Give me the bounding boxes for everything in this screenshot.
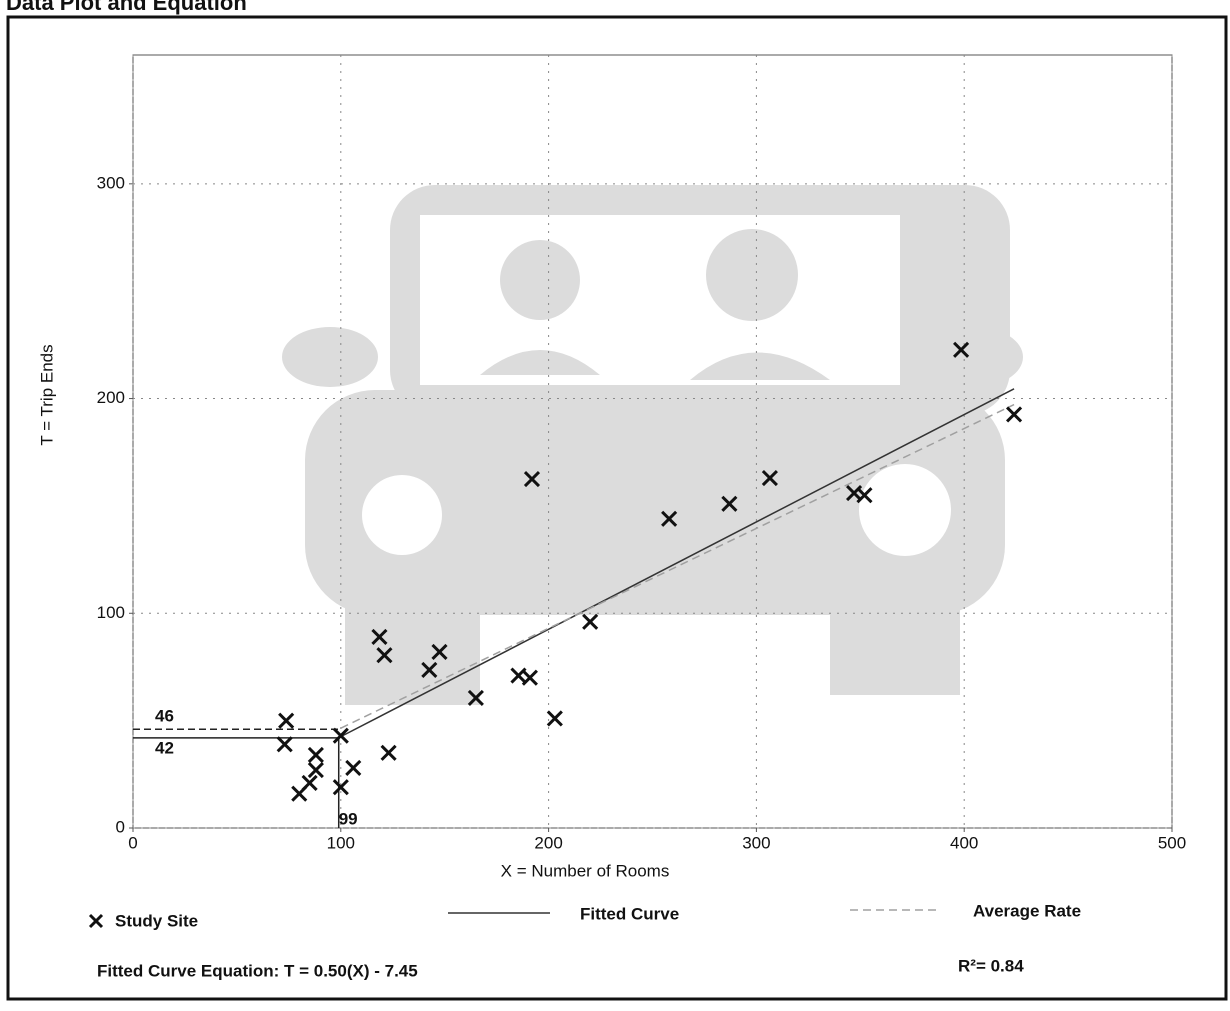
study-site-point [467, 689, 484, 706]
cross-stroke [421, 661, 438, 679]
cross-stroke [521, 669, 538, 686]
cross-stroke [582, 613, 599, 630]
fit-line [340, 403, 1015, 729]
cross-stroke [88, 913, 104, 929]
study-site-point [953, 341, 970, 358]
chart-title: Data Plot and Equation [6, 0, 247, 15]
legend-label: Fitted Curve [580, 904, 679, 923]
cross-stroke [1006, 406, 1023, 423]
cross-stroke [276, 736, 293, 753]
legend-symbol [88, 913, 104, 929]
study-site-point [332, 779, 349, 796]
cross-stroke [721, 495, 738, 512]
study-site-point [521, 669, 538, 686]
study-site-point [721, 495, 738, 512]
reference-label: 42 [155, 738, 174, 757]
reference-label: 46 [155, 707, 174, 726]
study-site-point [431, 643, 448, 660]
x-axis-label: X = Number of Rooms [501, 861, 670, 880]
x-tick-label: 300 [742, 833, 770, 852]
cross-stroke [307, 746, 324, 764]
study-site-point [345, 759, 362, 776]
y-axis-label: T = Trip Ends [37, 344, 56, 445]
legend-label: Average Rate [973, 901, 1081, 920]
y-tick-label: 0 [116, 817, 125, 836]
cross-stroke [431, 643, 448, 660]
study-site-point [276, 736, 293, 753]
study-site-point [307, 761, 324, 779]
cross-stroke [332, 727, 349, 744]
cross-stroke [376, 647, 393, 664]
study-site-point [371, 628, 388, 645]
y-tick-label: 300 [97, 173, 125, 192]
x-tick-label: 0 [128, 833, 137, 852]
cross-stroke [856, 487, 873, 504]
equation: Fitted Curve Equation: T = 0.50(X) - 7.4… [97, 961, 418, 980]
cross-stroke [307, 761, 324, 779]
fit-line [340, 388, 1015, 738]
x-tick-label: 200 [534, 833, 562, 852]
x-tick-label: 100 [327, 833, 355, 852]
cross-stroke [278, 712, 295, 729]
study-site-point [307, 746, 324, 764]
car-watermark [282, 185, 1023, 705]
cross-stroke [546, 710, 563, 727]
cross-stroke [380, 744, 397, 761]
frame [6, 15, 1228, 1001]
cross-stroke [953, 341, 970, 358]
r-squared: R²= 0.84 [958, 956, 1024, 975]
study-site-point [761, 469, 778, 487]
y-tick-label: 100 [97, 603, 125, 622]
cross-stroke [467, 689, 484, 706]
cross-stroke [761, 469, 778, 487]
cross-stroke [332, 779, 349, 796]
x-tick-label: 500 [1158, 833, 1186, 852]
study-site-point [332, 727, 349, 744]
x-tick-label: 400 [950, 833, 978, 852]
study-site-point [523, 471, 541, 488]
cross-stroke [661, 510, 678, 527]
study-site-point [1006, 406, 1023, 423]
study-site-point [278, 712, 295, 729]
cross-stroke [523, 471, 541, 488]
study-site-point [546, 710, 563, 727]
plot-area [132, 54, 1173, 829]
study-site-point [582, 613, 599, 630]
study-site-point [376, 647, 393, 664]
y-tick-label: 200 [97, 388, 125, 407]
cross-stroke [345, 759, 362, 776]
study-site-point [421, 661, 438, 679]
study-site-point [301, 774, 318, 791]
cross-stroke [301, 774, 318, 791]
study-site-point [380, 744, 397, 761]
legend-label: Study Site [115, 911, 198, 930]
study-site-point [856, 487, 873, 504]
reference-label: 99 [339, 809, 358, 828]
study-site-point [661, 510, 678, 527]
cross-stroke [371, 628, 388, 645]
